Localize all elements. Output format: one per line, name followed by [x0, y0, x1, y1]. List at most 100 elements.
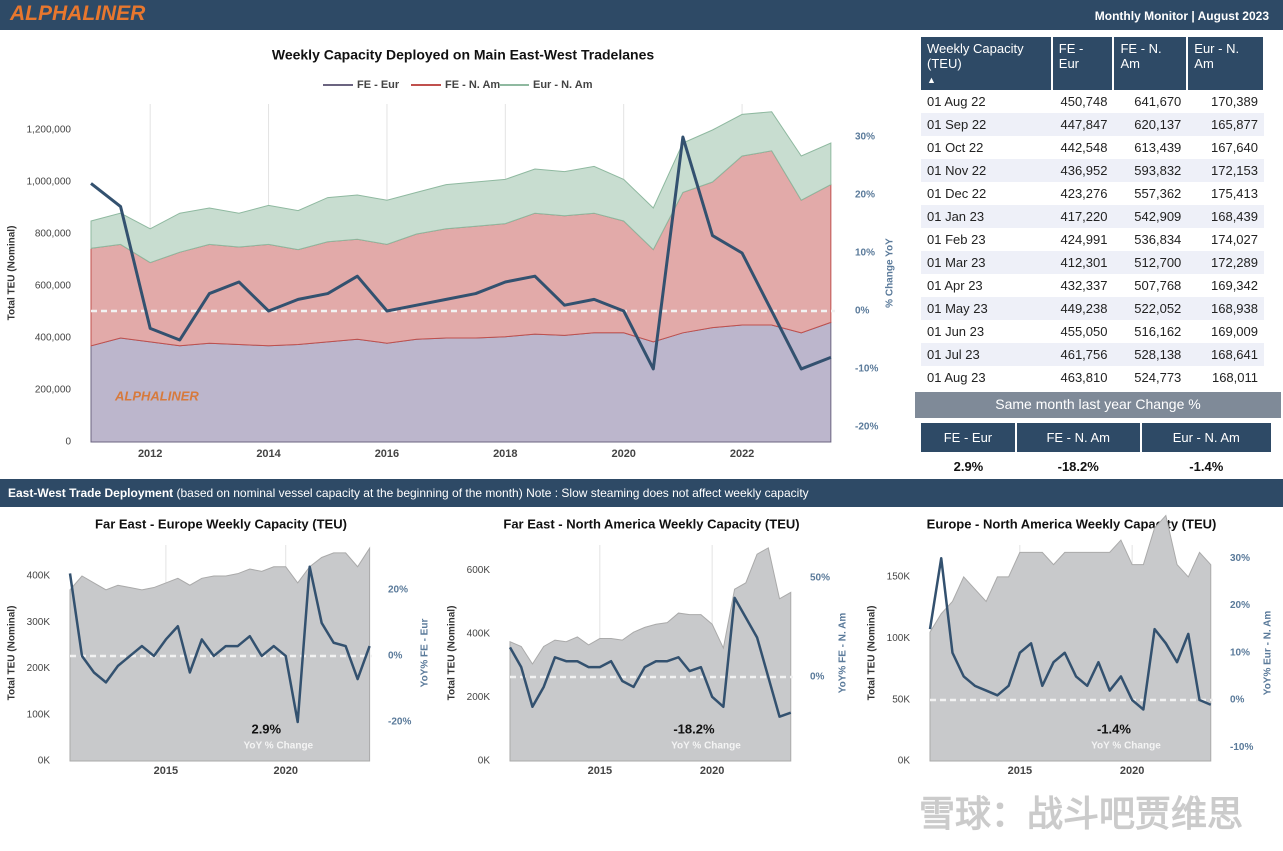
y2-tick-label: -20%: [388, 717, 411, 728]
table-cell: 522,052: [1113, 297, 1188, 320]
table-cell: 436,952: [1051, 159, 1114, 182]
table-row: 01 Dec 22 423,276 557,362 175,413: [921, 182, 1264, 205]
column-header: FE - Eur: [1051, 37, 1115, 90]
table-cell: 412,301: [1051, 251, 1114, 274]
y-tick-label: 600,000: [35, 281, 72, 292]
change-value: 2.9%: [953, 458, 984, 474]
banner: East-West Trade Deployment (based on nom…: [0, 479, 1283, 507]
y2-tick-label: 30%: [1230, 553, 1250, 564]
y-tick-label: 200,000: [35, 385, 72, 396]
chart-title: Weekly Capacity Deployed on Main East-We…: [272, 47, 654, 63]
y-axis-label: Total TEU (Nominal): [867, 606, 878, 701]
y2-axis-label: YoY% Eur - N. Am: [1263, 611, 1274, 696]
y-tick-label: 300K: [27, 617, 51, 628]
y2-tick-label: 0%: [855, 306, 870, 317]
table-row: 01 Oct 22 442,548 613,439 167,640: [921, 136, 1264, 159]
table-cell: 424,991: [1060, 232, 1108, 247]
yoy-line: [508, 596, 792, 718]
x-tick-label: 2015: [154, 765, 178, 777]
table-cell: 01 Mar 23: [921, 251, 1052, 274]
y-tick-label: 0K: [478, 756, 491, 767]
table-cell: 01 May 23: [921, 297, 1052, 320]
legend-label: Eur - N. Am: [533, 79, 593, 91]
table-cell: 169,342: [1211, 278, 1258, 293]
table-row: 01 Aug 22 450,748 641,670 170,389: [921, 90, 1264, 113]
y2-tick-label: 0%: [388, 651, 403, 662]
change-header: Eur - N. Am: [1140, 423, 1274, 452]
x-tick-label: 2015: [588, 765, 612, 777]
table-cell: 516,162: [1134, 324, 1182, 339]
area: [929, 514, 1212, 762]
table-cell: 01 Aug 23: [927, 370, 986, 385]
table-cell: 168,439: [1187, 205, 1264, 228]
column-header: FE - N. Am: [1113, 37, 1189, 90]
header-title: Monthly Monitor | August 2023: [1094, 9, 1269, 23]
y2-tick-label: 50%: [810, 573, 830, 584]
table-row: 01 Nov 22 436,952 593,832 172,153: [921, 159, 1264, 182]
area: [69, 546, 371, 762]
y-axis-label: Total TEU (Nominal): [7, 226, 18, 321]
annotation: -1.4%: [1097, 721, 1131, 736]
y-tick-label: 150K: [887, 572, 911, 583]
table-cell: 172,153: [1187, 159, 1264, 182]
change-value: -18.2%: [1057, 458, 1099, 474]
header-bar: [0, 0, 1283, 30]
logo: ALPHALINER: [10, 2, 146, 25]
sort-arrow[interactable]: ▲: [927, 75, 936, 85]
area: [90, 111, 832, 264]
y-tick-label: 200K: [27, 663, 51, 674]
table-cell: 168,011: [1211, 370, 1258, 385]
annotation-label: YoY % Change: [671, 741, 741, 752]
annotation: 2.9%: [251, 721, 281, 736]
y-tick-label: 50K: [892, 694, 910, 705]
yoy-line: [928, 556, 1212, 711]
y-tick-label: 600K: [467, 565, 491, 576]
change-value: -1.4%: [1189, 458, 1224, 474]
y2-tick-label: 20%: [1230, 600, 1250, 611]
table-cell: 593,832: [1113, 159, 1188, 182]
change-header: FE - N. Am: [1015, 423, 1142, 452]
table-cell: 169,009: [1211, 324, 1258, 339]
table-row: 01 Aug 23 463,810 524,773 168,011: [921, 366, 1264, 389]
table-row: 01 Feb 23 424,991 536,834 174,027: [921, 228, 1264, 251]
table-cell: 507,768: [1134, 278, 1182, 293]
table-cell: 536,834: [1134, 232, 1182, 247]
table-cell: 524,773: [1134, 370, 1182, 385]
table-cell: 01 Oct 22: [927, 140, 984, 155]
y-tick-label: 100K: [887, 633, 911, 644]
table-row: 01 Jun 23 455,050 516,162 169,009: [921, 320, 1264, 343]
table-cell: 449,238: [1051, 297, 1114, 320]
y-tick-label: 1,000,000: [27, 177, 72, 188]
y2-tick-label: 10%: [1230, 647, 1250, 658]
chart-logo: ALPHALINER: [114, 388, 199, 403]
y-tick-label: 400,000: [35, 333, 72, 344]
table-cell: 432,337: [1060, 278, 1108, 293]
table-cell: 174,027: [1211, 232, 1258, 247]
y2-tick-label: 10%: [855, 248, 875, 259]
chart-title: Far East - Europe Weekly Capacity (TEU): [95, 516, 347, 531]
annotation: -18.2%: [673, 721, 715, 736]
y-tick-label: 100K: [27, 709, 51, 720]
table-cell: 01 Sep 22: [921, 113, 1052, 136]
change-header: FE - Eur: [921, 423, 1017, 452]
y-tick-label: 400K: [467, 628, 491, 639]
change-title: Same month last year Change %: [915, 392, 1281, 418]
table-cell: 620,137: [1113, 113, 1188, 136]
table-row: 01 May 23 449,238 522,052 168,938: [921, 297, 1264, 320]
area: [509, 547, 792, 762]
table-row: 01 Jul 23 461,756 528,138 168,641: [921, 343, 1264, 366]
table-cell: 01 Feb 23: [927, 232, 986, 247]
column-header: Weekly Capacity (TEU) ▲: [921, 37, 1053, 90]
yoy-line: [90, 135, 832, 371]
table-cell: 463,810: [1060, 370, 1108, 385]
table-cell: 01 Nov 22: [921, 159, 1052, 182]
table-cell: 528,138: [1113, 343, 1188, 366]
x-tick-label: 2020: [273, 765, 297, 777]
table-cell: 423,276: [1060, 186, 1108, 201]
x-tick-label: 2018: [493, 448, 517, 460]
annotation-label: YoY % Change: [1091, 741, 1161, 752]
chart-title: Far East - North America Weekly Capacity…: [503, 516, 799, 531]
y2-tick-label: -20%: [855, 422, 878, 433]
y-tick-label: 0K: [898, 756, 911, 767]
